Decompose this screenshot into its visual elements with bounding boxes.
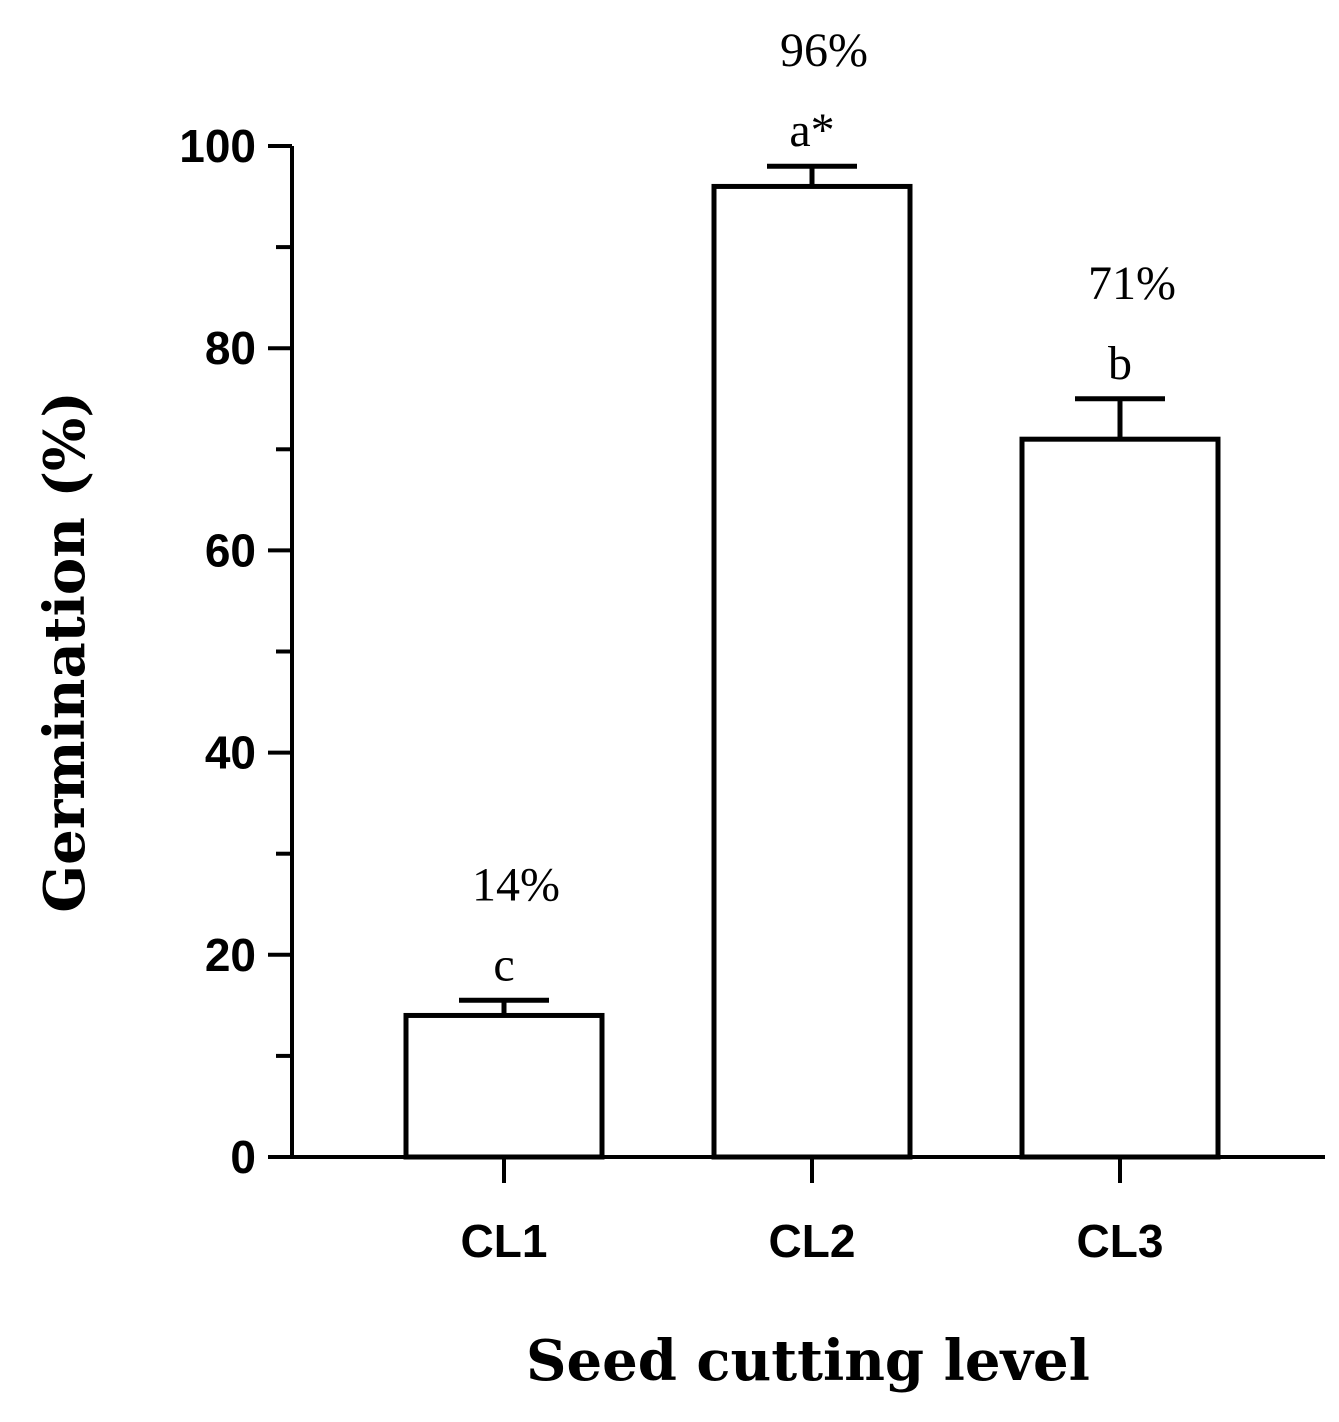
significance-letter: a* <box>789 104 834 157</box>
x-axis-title: Seed cutting level <box>526 1328 1090 1394</box>
y-tick-label: 40 <box>205 727 256 779</box>
significance-letter: c <box>493 938 514 991</box>
y-axis-title: Germination (%) <box>32 391 98 912</box>
bars-layer <box>403 163 1221 1160</box>
value-label: 71% <box>1088 257 1176 310</box>
bar-cl2 <box>711 183 913 1160</box>
x-tick-label: CL3 <box>1077 1215 1164 1267</box>
y-tick-label: 20 <box>205 929 256 981</box>
y-tick-label: 60 <box>205 524 256 576</box>
x-tick-label: CL1 <box>461 1215 548 1267</box>
x-tick-label: CL2 <box>769 1215 856 1267</box>
labels-layer: 0 20 40 60 80 100 CL1 c 14% CL2 a* 96% CL3 b 71% <box>179 24 1176 1267</box>
axes-layer <box>268 144 1325 1183</box>
y-tick-label: 0 <box>230 1131 256 1183</box>
value-label: 96% <box>780 24 868 77</box>
significance-letter: b <box>1108 337 1132 390</box>
bar-cl3 <box>1019 436 1221 1160</box>
y-tick-label: 80 <box>205 322 256 374</box>
bar-cl1 <box>403 1012 605 1160</box>
value-label: 14% <box>472 858 560 911</box>
y-tick-label: 100 <box>179 120 256 172</box>
